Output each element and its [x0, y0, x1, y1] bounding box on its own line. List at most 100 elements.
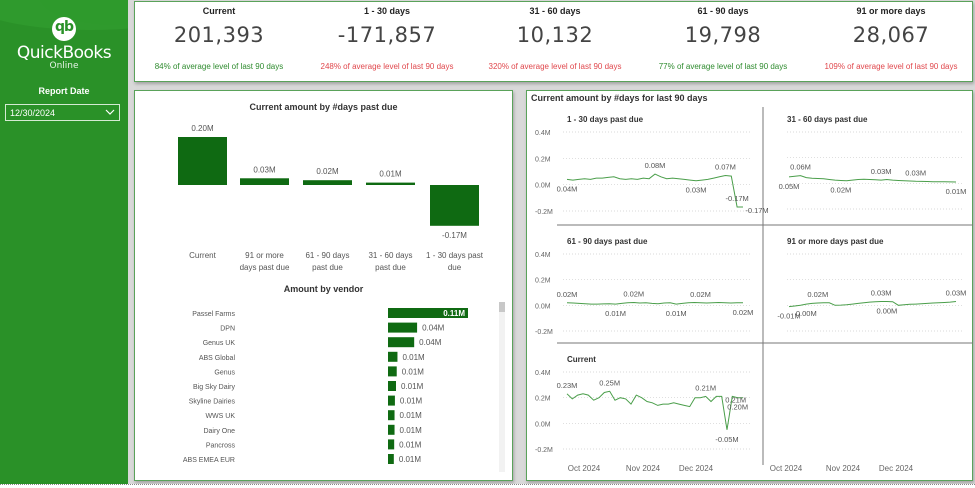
- kpi-comparison: 109% of average level of last 90 days: [824, 62, 958, 71]
- aging-category-label: past due: [375, 263, 406, 272]
- vendor-data-label: 0.01M: [402, 367, 425, 376]
- vendor-name: Dairy One: [203, 428, 235, 435]
- aging-data-label: 0.01M: [379, 170, 402, 179]
- x-tick-label: Nov 2024: [626, 464, 661, 473]
- vendor-name: WWS UK: [205, 413, 235, 420]
- vendor-bar: [388, 454, 394, 464]
- brand-subtitle: Online: [49, 61, 79, 71]
- aging-data-label: -0.17M: [442, 231, 467, 240]
- trend-panel-title: 61 - 90 days past due: [567, 237, 648, 246]
- trend-data-label: 0.01M: [605, 309, 626, 318]
- trend-data-label: 0.08M: [645, 161, 666, 170]
- vendor-data-label: 0.04M: [422, 324, 445, 333]
- report-date-value: 12/30/2024: [10, 108, 56, 118]
- x-tick-label: Oct 2024: [568, 464, 601, 473]
- vendor-name: ABS Global: [199, 355, 236, 362]
- vendor-bar-chart: Passel Farms 0.11M DPN 0.04M Genus UK 0.04M AB…: [183, 308, 468, 464]
- vendor-bar: [388, 410, 395, 421]
- kpi-title: 91 or more days: [856, 6, 926, 16]
- y-tick-label: 0.4M: [535, 252, 551, 259]
- kpi-comparison: 320% of average level of last 90 days: [488, 62, 622, 71]
- report-date-label: Report Date: [38, 86, 90, 96]
- vendor-scrollbar[interactable]: [499, 302, 505, 472]
- trend-line: [788, 175, 957, 183]
- vendor-name: Skyline Dairies: [189, 399, 236, 406]
- kpi-comparison: 248% of average level of last 90 days: [320, 62, 454, 71]
- chevron-down-icon: [105, 109, 115, 115]
- vendor-name: DPN: [220, 326, 235, 333]
- kpi-comparison: 84% of average level of last 90 days: [154, 62, 284, 71]
- trend-data-label: 0.03M: [871, 288, 892, 297]
- trend-panel-title: Current: [567, 355, 596, 364]
- kpi-title: 61 - 90 days: [697, 6, 749, 16]
- vendor-bar: [388, 337, 415, 348]
- trend-data-label: 0.20M: [727, 403, 748, 412]
- x-tick-label: Nov 2024: [826, 464, 861, 473]
- trend-data-label: 0.06M: [790, 163, 811, 172]
- vendor-data-label: 0.01M: [400, 397, 423, 406]
- quickbooks-logo-icon: qb: [52, 17, 76, 41]
- aging-category-label: 91 or more: [245, 251, 284, 260]
- kpi-value: -171,857: [337, 23, 437, 47]
- trend-data-label: 0.02M: [557, 290, 578, 299]
- kpi-comparison: 77% of average level of last 90 days: [658, 62, 788, 71]
- vendor-scrollbar-thumb[interactable]: [499, 302, 505, 312]
- trend-data-label: -0.05M: [715, 435, 738, 444]
- y-tick-label: -0.2M: [535, 329, 553, 336]
- x-tick-label: Dec 2024: [879, 464, 914, 473]
- kpi-value: 10,132: [516, 23, 594, 47]
- kpi-title: 31 - 60 days: [529, 6, 581, 16]
- sidebar: qb QuickBooks Online Report Date 12/30/2…: [0, 0, 128, 484]
- trend-data-label: 0.04M: [557, 184, 578, 193]
- vendor-bar: [388, 308, 468, 318]
- vendor-name: Big Sky Dairy: [193, 384, 236, 391]
- vendor-data-label: 0.01M: [400, 426, 423, 435]
- y-tick-label: 0.2M: [535, 278, 551, 285]
- y-tick-label: 0.0M: [535, 421, 551, 428]
- kpi-panel: Current 201,393 84% of average level of la…: [134, 1, 973, 82]
- y-tick-label: 0.0M: [535, 183, 551, 190]
- vendor-chart-title: Amount by vendor: [283, 284, 364, 294]
- y-tick-label: 0.4M: [535, 370, 551, 377]
- vendor-data-label: 0.01M: [402, 353, 425, 362]
- y-tick-label: 0.2M: [535, 396, 551, 403]
- aging-bar: [303, 180, 352, 185]
- aging-category-label: Current: [189, 251, 216, 260]
- aging-data-label: 0.20M: [191, 124, 214, 133]
- vendor-data-label: 0.01M: [401, 382, 424, 391]
- aging-category-label: due: [448, 263, 462, 272]
- trend-chart-title: Current amount by #days for last 90 days: [531, 93, 708, 103]
- trend-data-label: 0.03M: [871, 167, 892, 176]
- y-tick-label: 0.0M: [535, 303, 551, 310]
- aging-category-label: past due: [312, 263, 343, 272]
- aging-chart-title: Current amount by #days past due: [249, 102, 398, 112]
- report-date-dropdown[interactable]: 12/30/2024: [5, 104, 120, 121]
- aging-data-label: 0.03M: [253, 165, 276, 174]
- trend-data-label: -0.17M: [725, 194, 748, 203]
- aging-category-label: 1 - 30 days past: [426, 251, 484, 260]
- kpi-card: 31 - 60 days 10,132 320% of average level …: [471, 2, 639, 82]
- trend-data-label: 0.02M: [807, 290, 828, 299]
- trend-data-label: 0.21M: [725, 395, 746, 404]
- trend-data-label: 0.01M: [666, 309, 687, 318]
- aging-bar-chart: 0.20M Current 0.03M 91 or more days past due…: [178, 124, 484, 272]
- kpi-value: 19,798: [684, 23, 762, 47]
- trend-panel-title: 31 - 60 days past due: [787, 115, 868, 124]
- vendor-bar: [388, 424, 395, 435]
- aging-bar: [366, 182, 415, 185]
- x-tick-label: Oct 2024: [770, 464, 803, 473]
- trend-line: [788, 301, 957, 308]
- aging-panel: Current amount by #days past due 0.20M Cu…: [134, 90, 513, 481]
- y-tick-label: 0.2M: [535, 156, 551, 163]
- vendor-name: Genus UK: [203, 340, 236, 347]
- trend-data-label: 0.05M: [779, 182, 800, 191]
- trend-data-label: 0.21M: [695, 383, 716, 392]
- vendor-bar: [388, 322, 418, 333]
- trend-small-multiples: 1 - 30 days past due 0.4M 0.2M 0.0M -0.2M 0.0…: [535, 107, 973, 473]
- vendor-name: ABS EMEA EUR: [183, 457, 235, 464]
- y-tick-label: -0.2M: [535, 209, 553, 216]
- vendor-bar: [388, 381, 396, 391]
- vendor-bar: [388, 439, 395, 450]
- trend-data-label: 0.02M: [733, 308, 754, 317]
- aging-category-label: 61 - 90 days: [305, 251, 349, 260]
